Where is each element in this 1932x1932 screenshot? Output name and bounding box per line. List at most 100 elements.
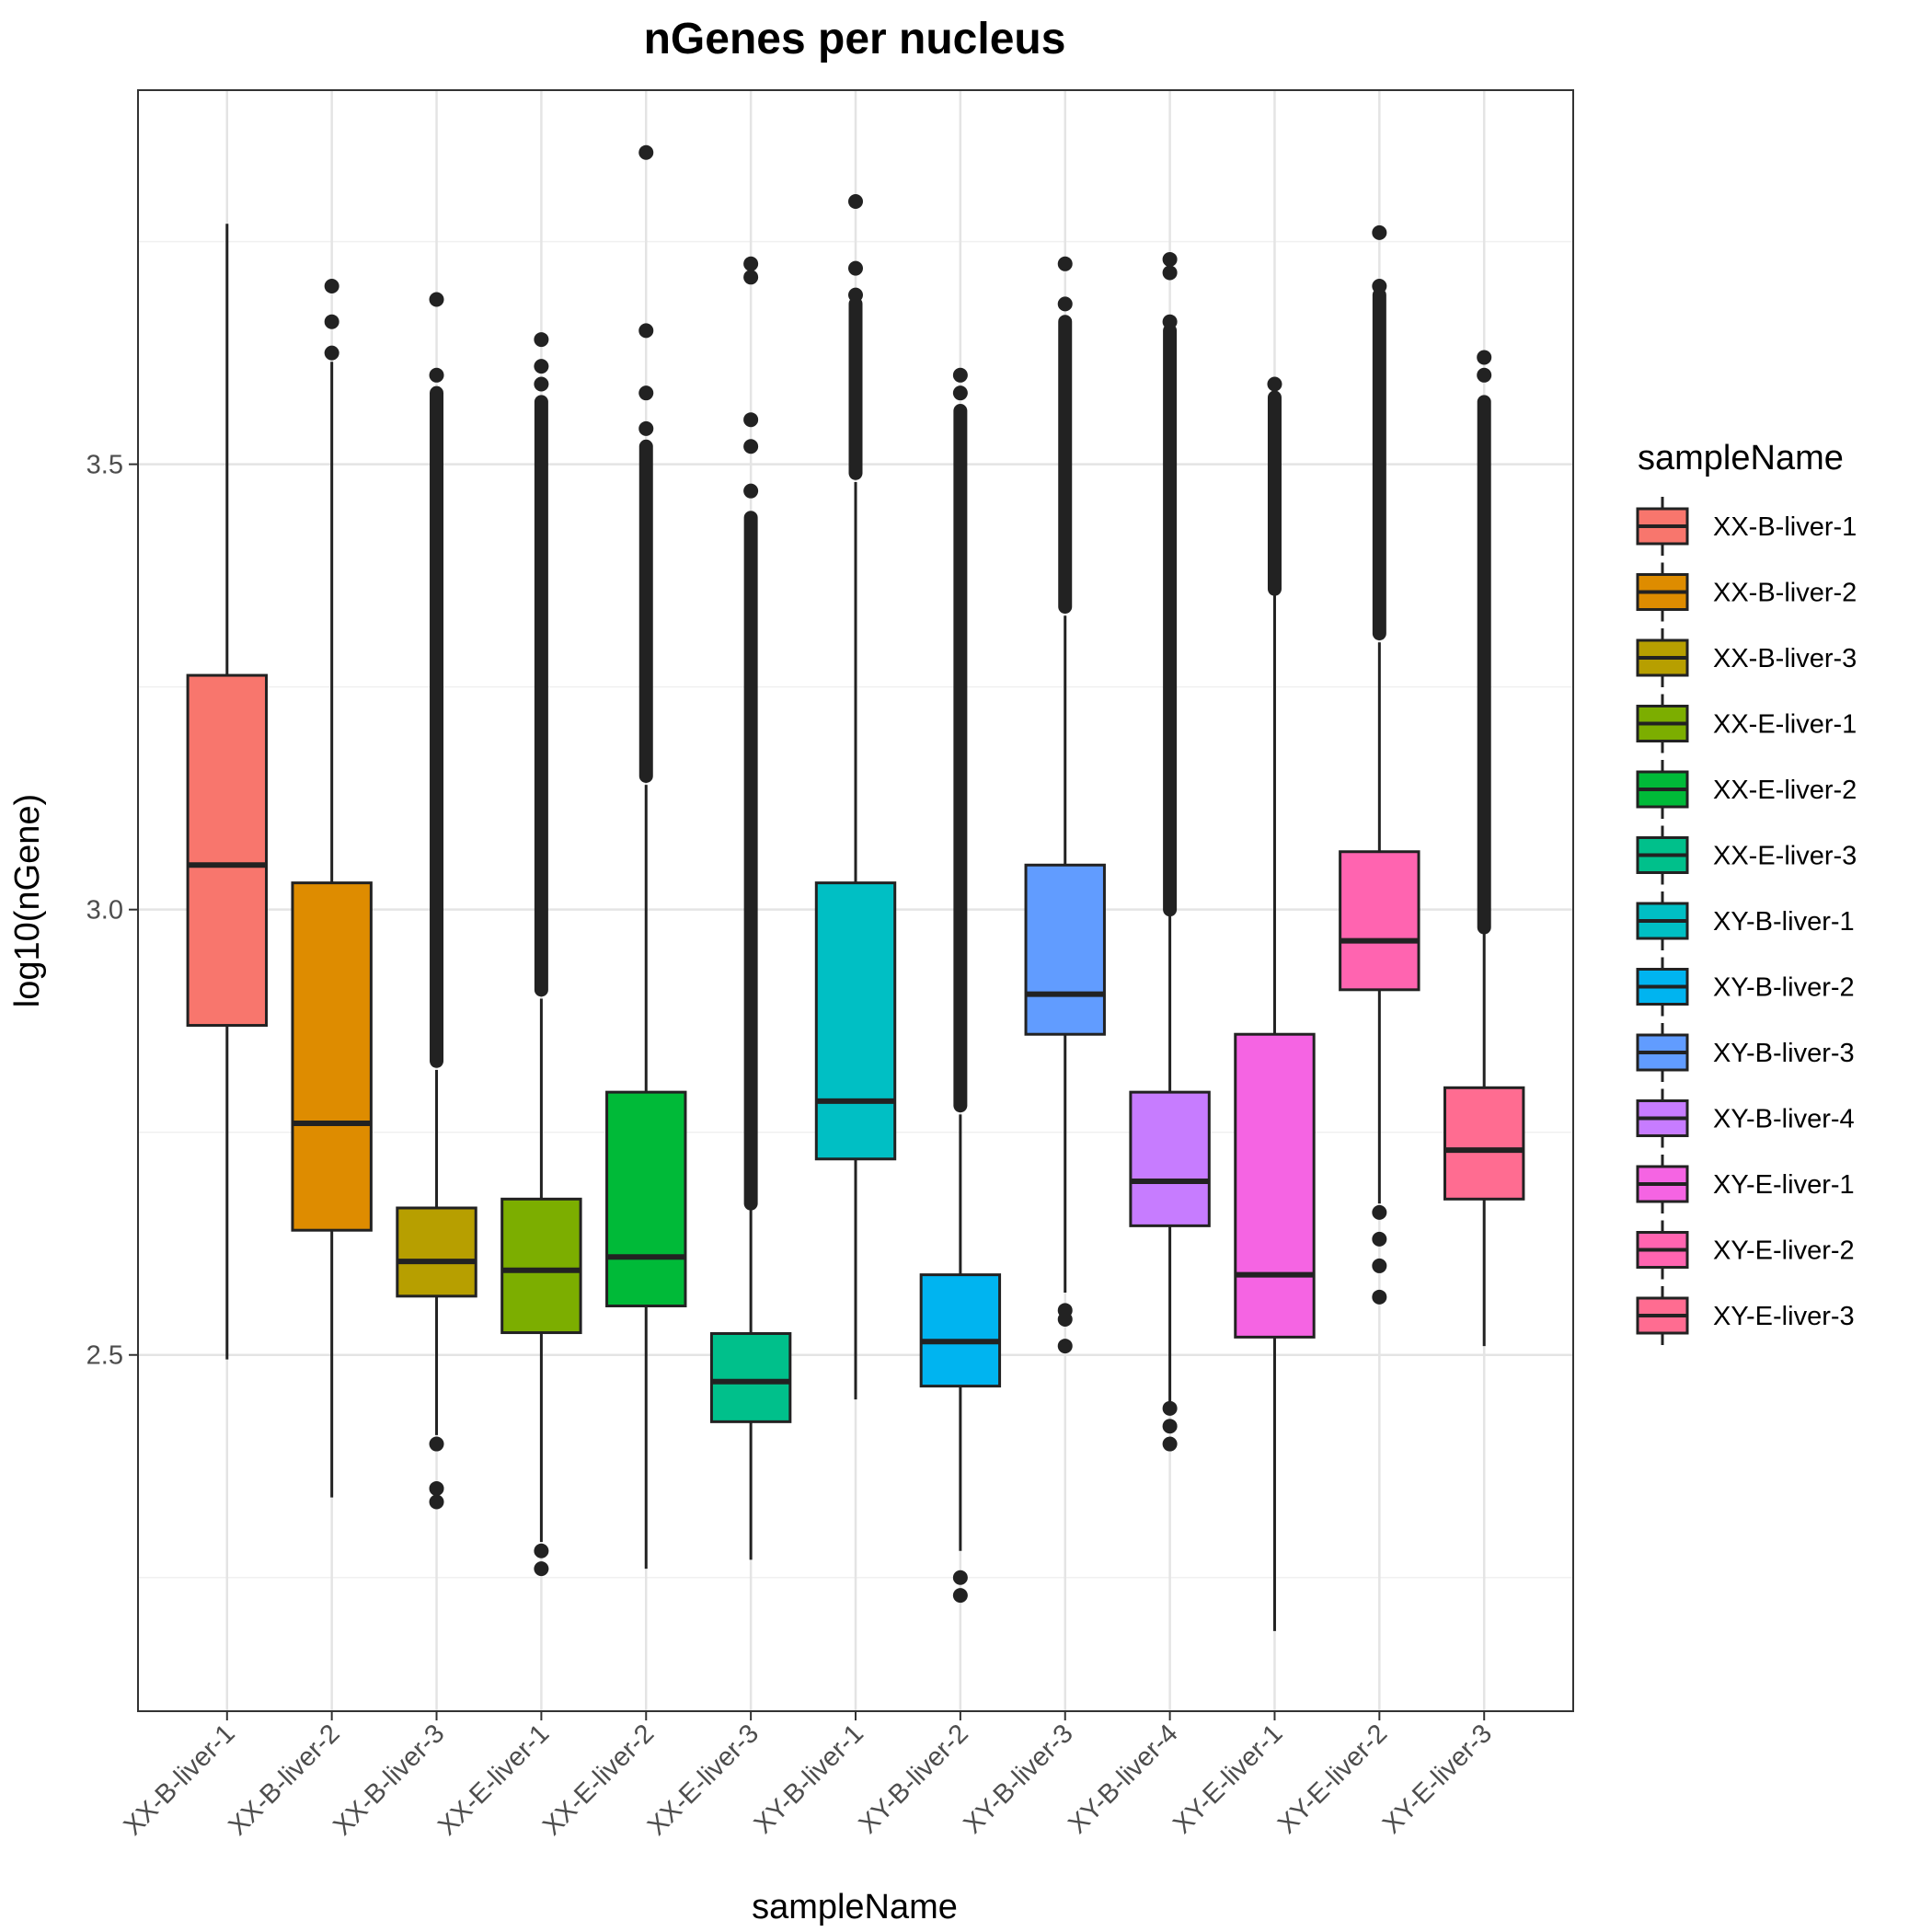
legend-label: XX-E-liver-3 xyxy=(1713,842,1857,871)
iqr-box xyxy=(396,1206,477,1298)
iqr-box xyxy=(1129,1090,1211,1227)
legend-item-XX-B-liver-1: XX-B-liver-1 xyxy=(1636,497,1857,556)
outlier-point xyxy=(743,439,759,454)
box-XX-B-liver-2 xyxy=(291,278,373,1498)
outlier-point xyxy=(429,1436,444,1452)
y-axis: 2.5 3.0 3.5 xyxy=(86,451,138,1371)
outlier-point xyxy=(1372,1204,1387,1220)
iqr-box xyxy=(919,1273,1002,1388)
outlier-point xyxy=(743,412,759,428)
x-tick-label: XX-E-liver-3 xyxy=(642,1719,765,1841)
outlier-point xyxy=(1162,1419,1178,1434)
iqr-box xyxy=(1339,850,1420,992)
legend-item-XY-E-liver-2: XY-E-liver-2 xyxy=(1636,1220,1855,1280)
legend-label: XY-B-liver-3 xyxy=(1713,1039,1855,1068)
legend-item-XX-B-liver-3: XX-B-liver-3 xyxy=(1636,628,1857,687)
outlier-point xyxy=(429,292,444,307)
outlier-point xyxy=(534,359,549,374)
x-tick-label: XY-E-liver-3 xyxy=(1377,1719,1498,1839)
legend-item-XY-B-liver-1: XY-B-liver-1 xyxy=(1636,891,1855,950)
iqr-box xyxy=(1024,863,1106,1036)
x-tick-label: XX-B-liver-3 xyxy=(328,1719,450,1841)
legend-label: XY-B-liver-1 xyxy=(1713,907,1855,937)
outlier-point xyxy=(1057,256,1073,271)
iqr-box xyxy=(291,881,373,1232)
outlier-point xyxy=(743,483,759,499)
outlier-point xyxy=(1267,376,1282,392)
iqr-box xyxy=(605,1090,687,1307)
legend-title: sampleName xyxy=(1638,439,1844,477)
legend-item-XY-B-liver-2: XY-B-liver-2 xyxy=(1636,957,1855,1017)
outlier-point xyxy=(1162,265,1178,281)
box-XY-E-liver-3 xyxy=(1443,350,1525,1347)
y-tick-label: 3.5 xyxy=(86,451,123,480)
outlier-point xyxy=(1057,296,1073,312)
box-XY-B-liver-3 xyxy=(1024,256,1106,1354)
iqr-box xyxy=(1443,1086,1525,1201)
outlier-point xyxy=(743,270,759,285)
legend-item-XY-B-liver-4: XY-B-liver-4 xyxy=(1636,1088,1855,1148)
outlier-point xyxy=(848,194,863,210)
outlier-point xyxy=(534,1561,549,1577)
outlier-point xyxy=(952,385,968,401)
legend-label: XX-B-liver-3 xyxy=(1713,644,1857,673)
outlier-point xyxy=(1372,1289,1387,1305)
outlier-point xyxy=(1477,367,1492,383)
outlier-point xyxy=(1162,314,1178,329)
outlier-point xyxy=(429,1480,444,1496)
outlier-point xyxy=(324,314,339,329)
outlier-point xyxy=(952,367,968,383)
legend-item-XY-B-liver-3: XY-B-liver-3 xyxy=(1636,1023,1855,1082)
outlier-point xyxy=(952,1570,968,1585)
box-XY-B-liver-4 xyxy=(1129,251,1211,1452)
outlier-point xyxy=(429,367,444,383)
x-tick-label: XY-B-liver-2 xyxy=(854,1719,974,1839)
legend-item-XX-E-liver-1: XX-E-liver-1 xyxy=(1636,694,1857,753)
x-tick-label: XY-E-liver-2 xyxy=(1272,1719,1393,1839)
outlier-point xyxy=(952,1588,968,1604)
x-axis: XX-B-liver-1XX-B-liver-2XX-B-liver-3 XX-E… xyxy=(119,1711,1498,1841)
box-XY-E-liver-1 xyxy=(1234,376,1316,1631)
legend-item-XX-E-liver-3: XX-E-liver-3 xyxy=(1636,825,1857,885)
x-tick-label: XY-E-liver-1 xyxy=(1167,1719,1288,1839)
outlier-point xyxy=(1372,278,1387,293)
outlier-point xyxy=(1057,1312,1073,1328)
iqr-box xyxy=(814,881,897,1161)
y-tick-label: 2.5 xyxy=(86,1341,123,1371)
iqr-box xyxy=(500,1197,582,1335)
x-tick-label: XY-B-liver-3 xyxy=(958,1719,1078,1839)
outlier-point xyxy=(1372,1258,1387,1273)
box-XY-E-liver-2 xyxy=(1339,224,1420,1305)
legend-item-XX-B-liver-2: XX-B-liver-2 xyxy=(1636,562,1857,622)
box-XX-E-liver-3 xyxy=(709,256,792,1560)
box-XY-B-liver-1 xyxy=(814,194,897,1400)
outlier-point xyxy=(324,345,339,361)
y-tick-label: 3.0 xyxy=(86,896,123,926)
outlier-point xyxy=(1477,350,1492,365)
x-tick-label: XX-B-liver-1 xyxy=(119,1719,241,1841)
legend-label: XX-E-liver-1 xyxy=(1713,710,1857,740)
legend: sampleName XX-B-liver-1 XX-B-liver-2 XX-B-… xyxy=(1636,439,1857,1345)
x-tick-label: XX-B-liver-2 xyxy=(223,1719,345,1841)
box-XY-B-liver-2 xyxy=(919,367,1002,1604)
outlier-point xyxy=(1162,1436,1178,1452)
x-tick-label: XY-B-liver-4 xyxy=(1063,1719,1183,1839)
x-axis-title: sampleName xyxy=(752,1888,958,1926)
legend-item-XX-E-liver-2: XX-E-liver-2 xyxy=(1636,760,1857,819)
iqr-box xyxy=(1234,1032,1316,1339)
outlier-point xyxy=(534,332,549,348)
outlier-point xyxy=(1372,224,1387,240)
outlier-point xyxy=(848,260,863,276)
outlier-point xyxy=(534,376,549,392)
chart-title: nGenes per nucleus xyxy=(644,15,1066,63)
box-series xyxy=(186,144,1525,1631)
legend-label: XX-B-liver-1 xyxy=(1713,512,1857,542)
outlier-point xyxy=(429,1494,444,1510)
outlier-point xyxy=(534,1543,549,1558)
legend-label: XY-B-liver-2 xyxy=(1713,973,1855,1003)
legend-label: XY-E-liver-3 xyxy=(1713,1302,1855,1331)
outlier-point xyxy=(1162,251,1178,267)
outlier-point xyxy=(638,323,654,339)
outlier-point xyxy=(638,385,654,401)
